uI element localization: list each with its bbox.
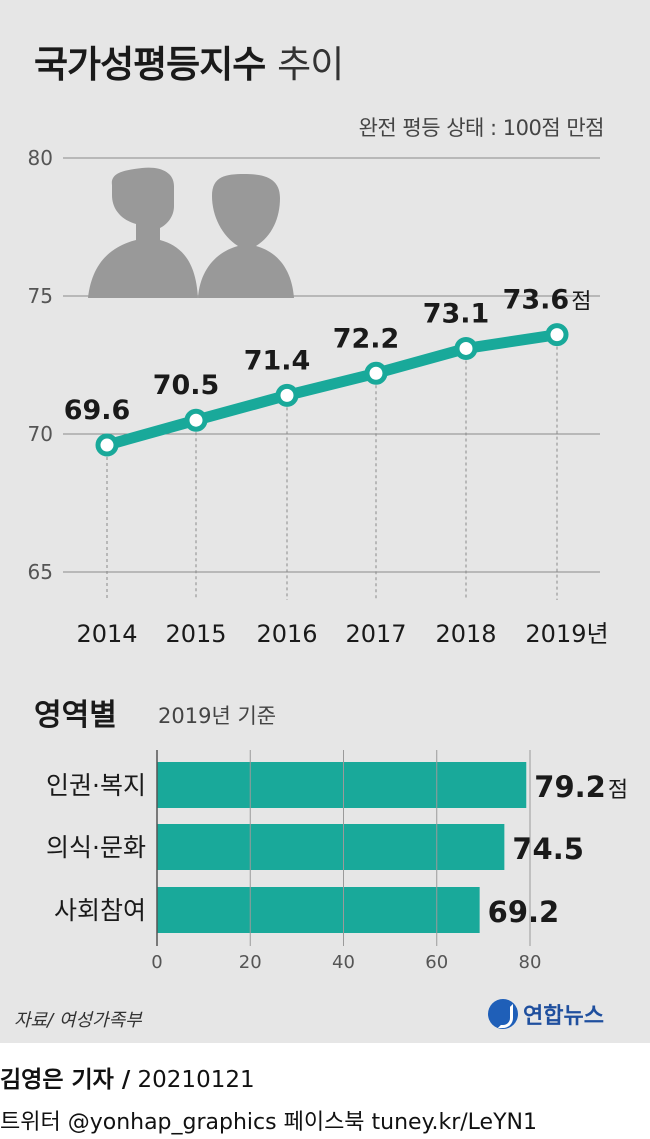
x-tick-label: 2015 [165, 620, 226, 648]
value-label: 70.5 [153, 370, 220, 401]
x-tick-label: 2018 [435, 620, 496, 648]
bar-tick-label: 0 [151, 952, 162, 973]
data-point [454, 336, 478, 360]
bar-value-label: 74.5 [512, 832, 584, 866]
male-silhouette-icon [88, 167, 198, 298]
bar-tick-label: 60 [425, 952, 448, 973]
yonhap-logo-icon [488, 999, 518, 1029]
title-sub: 추이 [277, 43, 344, 86]
value-label: 73.1 [423, 298, 490, 329]
data-point [364, 361, 388, 385]
infographic-panel: 국가성평등지수 추이 완전 평등 상태 : 100점 만점 69.6 70.5 71… [0, 0, 650, 1043]
logo-text: 연합뉴스 [523, 1004, 604, 1029]
data-point [545, 323, 569, 347]
bar-category-label: 인권·복지 [46, 771, 146, 800]
yonhap-logo: 연합뉴스 [488, 998, 604, 1030]
reporter-credit: 김영은 기자 / 20210121 [0, 1060, 255, 1094]
value-label: 69.6 [64, 395, 131, 426]
bar-value-label: 69.2 [488, 895, 560, 929]
data-point [184, 408, 208, 432]
section-title: 영역별 [34, 698, 117, 733]
y-tick-label: 75 [28, 284, 53, 308]
people-icon [88, 167, 294, 298]
bar-category-label: 사회참여 [54, 896, 146, 925]
section-subtitle: 2019년 기준 [158, 704, 277, 728]
bar [157, 824, 505, 870]
source-text: 자료/ 여성가족부 [14, 1010, 142, 1031]
bar-tick-label: 40 [332, 952, 355, 973]
bar-value-unit: 점 [608, 778, 628, 803]
chart-note: 완전 평등 상태 : 100점 만점 [358, 116, 605, 140]
value-label: 73.6점 [503, 285, 592, 316]
y-tick-label: 65 [28, 560, 53, 584]
x-tick-label: 2017 [345, 620, 406, 648]
value-unit: 점 [571, 290, 591, 315]
x-tick-label: 2019년 [525, 620, 608, 648]
data-point [275, 383, 299, 407]
y-tick-label: 70 [28, 422, 53, 446]
value-label: 72.2 [333, 323, 400, 354]
social-links: 트위터 @yonhap_graphics 페이스북 tuney.kr/LeYN1 [0, 1110, 537, 1135]
line-chart: 69.6 70.5 71.4 72.2 73.1 73.6점 2014 2015 2016 20… [28, 146, 629, 973]
x-unit: 년 [586, 620, 608, 648]
female-silhouette-icon [198, 174, 294, 298]
title-main: 국가성평등지수 [34, 43, 266, 86]
bar-value-label: 79.2점 [534, 770, 628, 804]
x-tick-label: 2014 [76, 620, 137, 648]
bar-tick-label: 80 [519, 952, 542, 973]
bar-tick-label: 20 [239, 952, 262, 973]
bar [157, 762, 527, 808]
publish-date: 20210121 [137, 1067, 255, 1093]
x-tick-label: 2016 [256, 620, 317, 648]
bar [157, 887, 480, 933]
chart-title: 국가성평등지수 추이 [34, 34, 344, 88]
y-tick-label: 80 [28, 146, 53, 170]
value-label: 71.4 [244, 345, 311, 376]
bar-category-label: 의식·문화 [46, 833, 146, 862]
reporter-name: 김영은 기자 / [0, 1067, 131, 1093]
series-line [101, 329, 563, 451]
data-point [95, 433, 119, 457]
